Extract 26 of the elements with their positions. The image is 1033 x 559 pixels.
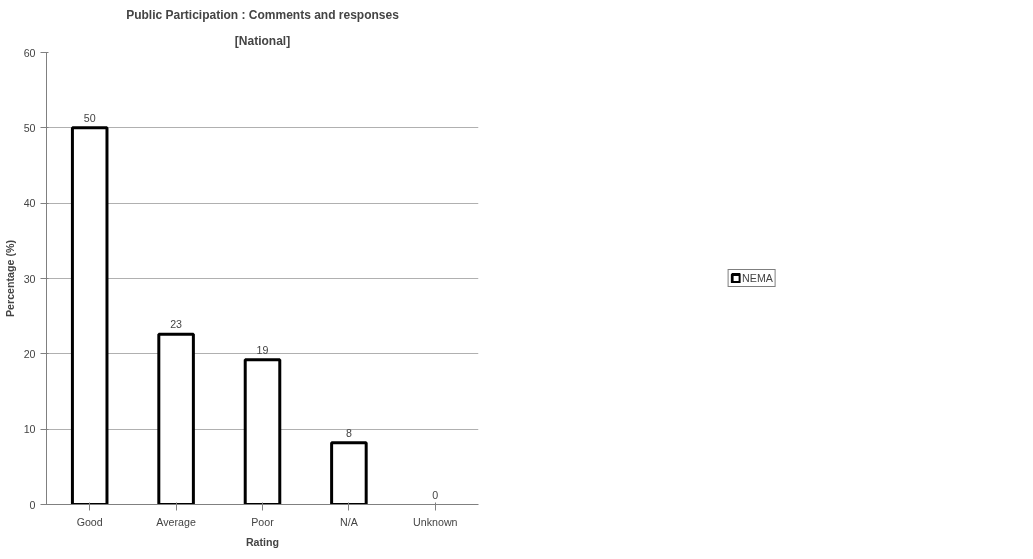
y-tick-label: 30 (23, 272, 36, 285)
legend-label: NEMA (742, 272, 773, 284)
data-label: 8 (345, 426, 352, 439)
data-label: 0 (432, 488, 439, 501)
chart-subtitle: [National] (234, 33, 291, 48)
bar (330, 441, 368, 505)
bar (243, 358, 282, 505)
bar (70, 126, 109, 505)
y-tick-label: 20 (23, 347, 36, 360)
chart-title: Public Participation : Comments and responses (126, 7, 400, 22)
data-label: 50 (83, 111, 96, 124)
y-tick-label: 0 (29, 498, 36, 511)
y-tick-label: 40 (23, 197, 36, 210)
y-tick-label: 10 (23, 423, 36, 436)
y-tick-label: 50 (23, 121, 36, 134)
y-axis-title: Percentage (%) (3, 239, 16, 317)
x-tick-label: Good (76, 515, 103, 528)
x-tick-label: Average (156, 515, 196, 528)
data-label: 19 (256, 343, 269, 356)
x-axis-title: Rating (245, 535, 280, 548)
y-tick-label: 60 (23, 46, 36, 59)
x-tick-label: N/A (340, 515, 359, 528)
data-label: 23 (170, 318, 183, 331)
bar (157, 332, 195, 505)
x-tick-label: Unknown (413, 515, 458, 528)
x-tick-label: Poor (251, 515, 275, 528)
